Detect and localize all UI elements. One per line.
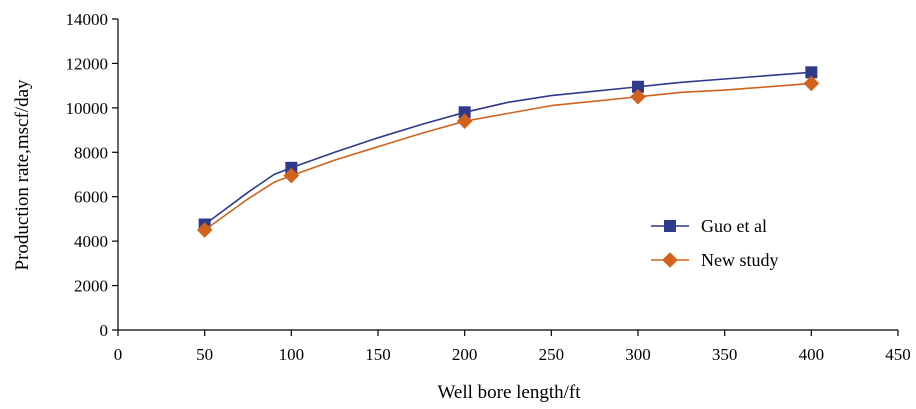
x-axis-title: Well bore length/ft: [437, 382, 581, 403]
x-tick-label: 400: [799, 345, 825, 364]
y-tick-label: 4000: [74, 232, 108, 251]
data-point: [630, 88, 646, 105]
x-tick-label: 300: [625, 345, 651, 364]
data-point: [632, 80, 644, 93]
data-point: [283, 167, 300, 184]
x-tick-label: 450: [885, 345, 911, 364]
x-tick-label: 50: [196, 345, 213, 364]
data-point: [805, 66, 818, 79]
y-tick-label: 10000: [66, 99, 109, 118]
data-point: [662, 252, 678, 268]
x-tick-label: 350: [712, 345, 738, 364]
axes: 0 2000 4000 6000 8000 10000 12000 14000 0 50 100 15…: [66, 10, 911, 364]
plot-area: [196, 66, 820, 238]
y-tick-label: 8000: [74, 143, 108, 162]
x-tick-label: 250: [539, 345, 565, 364]
x-tick-label: 100: [279, 345, 305, 364]
y-axis-title: Production rate,mscf/day: [12, 79, 33, 271]
y-tick-label: 12000: [66, 54, 109, 73]
y-tick-label: 2000: [74, 277, 108, 296]
data-point: [456, 113, 473, 129]
x-tick-label: 200: [452, 345, 478, 364]
series-line: [204, 71, 812, 226]
legend: Guo et al New study: [651, 216, 779, 270]
y-tick-label: 6000: [74, 188, 108, 207]
data-point: [458, 106, 471, 119]
x-tick-label: 0: [114, 345, 123, 364]
x-tick-label: 150: [365, 345, 391, 364]
y-tick-label: 0: [100, 321, 109, 340]
legend-label: New study: [701, 250, 779, 270]
legend-label: Guo et al: [701, 216, 767, 236]
data-point: [196, 222, 213, 238]
data-point: [664, 220, 676, 232]
series-line: [204, 82, 812, 231]
data-point: [803, 75, 820, 92]
y-tick-label: 14000: [66, 10, 109, 29]
